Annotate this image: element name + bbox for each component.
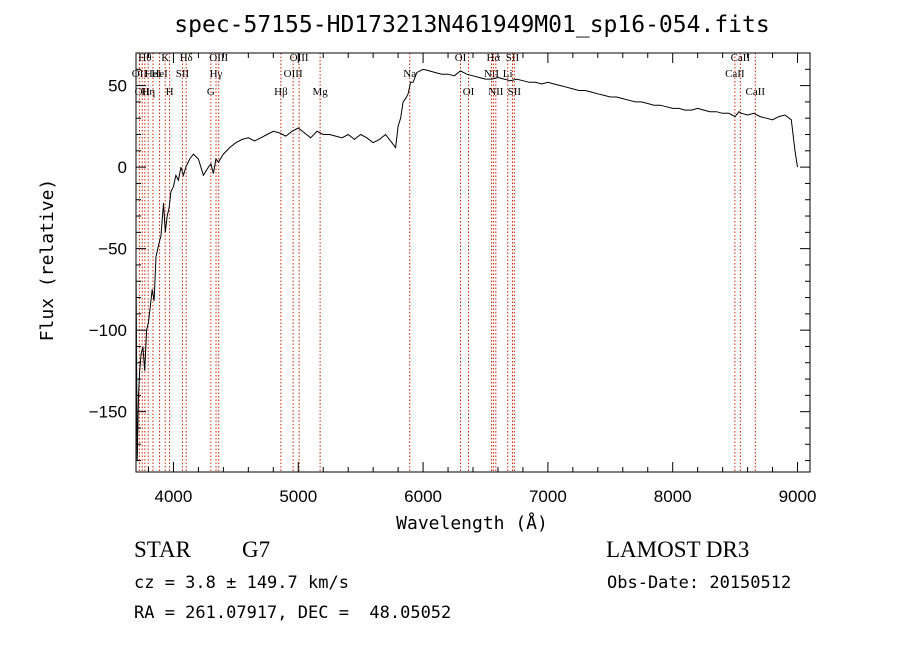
y-tick-label: 0: [118, 158, 127, 177]
spectral-line-label: Mg: [312, 86, 328, 98]
y-tick-label: −150: [89, 403, 127, 422]
flux-series-line: [135, 68, 798, 461]
survey-name: LAMOST DR3: [606, 537, 750, 562]
x-tick-label: 4000: [155, 487, 193, 506]
spectral-line-label: HeI: [151, 68, 168, 80]
spectral-line-label: Na: [403, 68, 416, 80]
coordinates: RA = 261.07917, DEC = 48.05052: [134, 603, 452, 623]
spectral-line-label: OIII: [284, 68, 303, 80]
spectral-line-label: OII: [135, 86, 151, 98]
spectral-line-label: NII: [488, 86, 504, 98]
spectral-line-label: HeI: [145, 68, 162, 80]
spectral-line-label: Hη: [141, 86, 155, 98]
spectral-line-label: Li: [503, 68, 513, 80]
x-axis-label: Wavelength (Å): [396, 512, 548, 534]
spectral-line-label: SII: [508, 86, 522, 98]
redshift-readout: cz = 3.8 ± 149.7 km/s: [134, 573, 349, 593]
y-tick-label: −100: [89, 321, 127, 340]
spectral-line-label: CaII: [731, 52, 751, 64]
spectral-line-label: K: [161, 52, 169, 64]
spectral-line-label: Hθ: [138, 52, 151, 64]
x-tick-label: 9000: [779, 487, 817, 506]
x-tick-label: 6000: [404, 487, 442, 506]
chart-title: spec-57155-HD173213N461949M01_sp16-054.f…: [174, 12, 769, 38]
x-axis: 4000 5000 6000 7000 8000 9000: [147, 53, 817, 506]
spectral-line-label: OI: [463, 86, 475, 98]
spectral-line-label: Hδ: [180, 52, 193, 64]
spectral-line-label: Hβ: [274, 86, 288, 98]
spectral-line-label: Hα: [486, 52, 500, 64]
object-subclass: G7: [242, 537, 271, 562]
spectral-line-label: OIII: [290, 52, 309, 64]
spectral-line-label: CaII: [725, 68, 745, 80]
y-tick-label: −50: [98, 240, 127, 259]
spectral-line-label: Hγ: [210, 68, 223, 80]
x-tick-label: 5000: [279, 487, 317, 506]
y-axis-label: Flux (relative): [37, 179, 58, 342]
spectral-line-label: H: [166, 86, 174, 98]
object-class: STAR: [134, 537, 191, 562]
spectral-line-label: SII: [176, 68, 190, 80]
spectral-line-label: OI: [455, 52, 467, 64]
spectral-line-label: G: [207, 86, 215, 98]
obs-date: Obs-Date: 20150512: [607, 573, 792, 593]
y-tick-label: 50: [108, 77, 127, 96]
x-tick-label: 7000: [529, 487, 567, 506]
y-axis: 50 0 −50 −100 −150: [89, 68, 810, 462]
spectral-line-label: CaII: [746, 86, 766, 98]
x-tick-label: 8000: [654, 487, 692, 506]
plot-frame: [135, 52, 811, 473]
spectral-line-label: OIII: [209, 52, 228, 64]
spectral-lines: OIIOIIHθHηHeIHeIKHSIIHδGHγOIIIHβOIIIOIII…: [132, 52, 766, 472]
spectral-line-label: SII: [506, 52, 520, 64]
